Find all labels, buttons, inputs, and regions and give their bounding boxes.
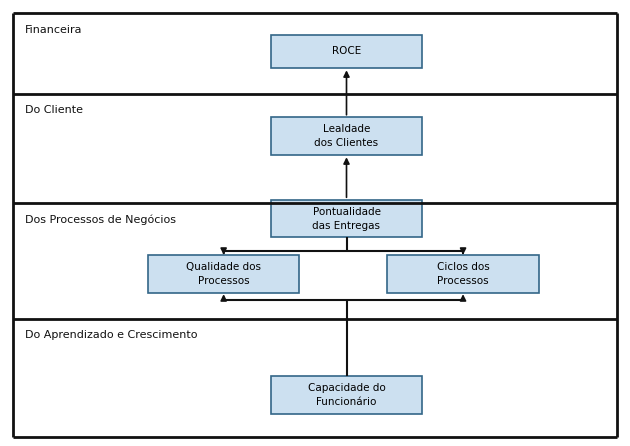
Text: Lealdade
dos Clientes: Lealdade dos Clientes: [314, 124, 379, 148]
Bar: [148, 255, 299, 293]
Bar: [271, 117, 422, 155]
Text: Pontualidade
das Entregas: Pontualidade das Entregas: [312, 206, 381, 231]
Text: Ciclos dos
Processos: Ciclos dos Processos: [437, 262, 490, 286]
Text: Capacidade do
Funcionário: Capacidade do Funcionário: [307, 383, 386, 407]
Text: ROCE: ROCE: [332, 46, 361, 56]
Text: Do Aprendizado e Crescimento: Do Aprendizado e Crescimento: [25, 330, 198, 340]
Text: Financeira: Financeira: [25, 25, 83, 34]
Bar: [271, 376, 422, 414]
Bar: [387, 255, 539, 293]
Text: Do Cliente: Do Cliente: [25, 105, 83, 115]
Text: Dos Processos de Negócios: Dos Processos de Negócios: [25, 214, 176, 225]
Text: Qualidade dos
Processos: Qualidade dos Processos: [186, 262, 261, 286]
Bar: [271, 35, 422, 68]
Bar: [271, 200, 422, 237]
